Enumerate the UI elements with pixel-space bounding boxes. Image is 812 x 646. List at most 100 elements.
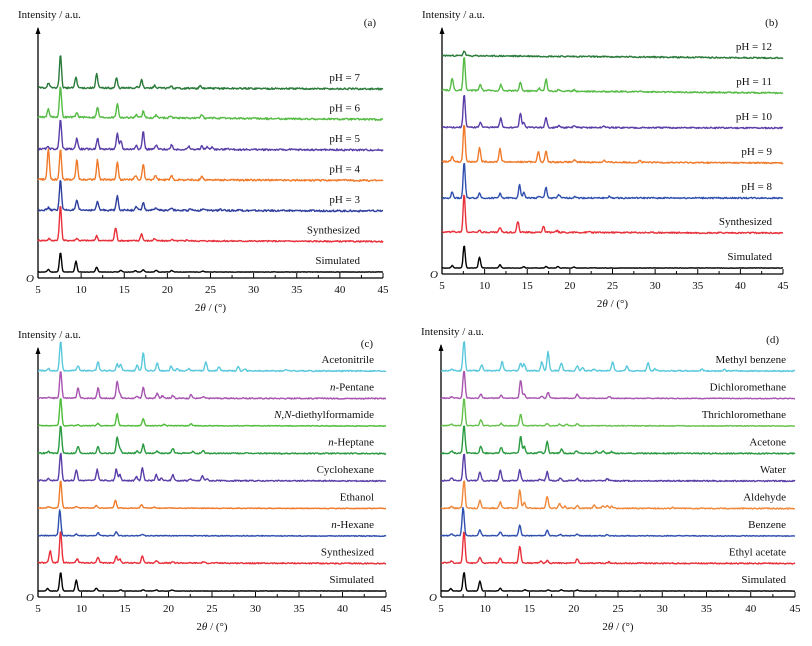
x-tick-label: 40 [735, 280, 747, 292]
y-axis-label: Intensity / a.u. [421, 326, 484, 338]
series-label: pH = 3 [329, 194, 360, 206]
series-label: Ethyl acetate [729, 547, 786, 559]
origin-label: O [430, 269, 438, 281]
series-trace-simulated [441, 245, 784, 269]
series-label: n-Hexane [331, 519, 374, 531]
series-trace-methyl-benzene [441, 341, 796, 373]
y-axis-arrow-icon [35, 347, 41, 354]
series-trace-n-heptane [37, 425, 387, 455]
series-trace-ethanol [37, 480, 387, 510]
series-label: Synthesized [719, 216, 773, 228]
x-tick-label: 10 [479, 280, 491, 292]
origin-label: O [429, 592, 437, 604]
series-trace-simulated [440, 572, 796, 592]
x-tick-label: 40 [745, 603, 757, 615]
x-tick-label: 15 [522, 280, 534, 292]
x-tick-label: 45 [778, 280, 790, 292]
series-label: pH = 11 [736, 76, 772, 88]
series-trace-ph-11 [441, 57, 784, 95]
x-tick-label: 30 [248, 284, 260, 296]
panel-b: Intensity / a.u. (b) O 5 10 15 20 25 30 35 40 45 2θ … [406, 0, 812, 323]
series-trace-ph-4 [37, 148, 384, 182]
x-tick-label: 40 [334, 284, 346, 296]
x-tick-label: 35 [701, 603, 713, 615]
series-trace-benzene [440, 506, 796, 538]
x-tick-label: 25 [613, 603, 625, 615]
x-axis-label: 2θ / (°) [597, 298, 629, 310]
x-tick-label: 10 [480, 603, 492, 615]
x-tick-label: 15 [120, 603, 132, 615]
y-axis-label: Intensity / a.u. [422, 9, 485, 21]
panel-label: (d) [766, 334, 779, 346]
series-label: Thrichloromethane [702, 409, 786, 421]
series-label: Acetonitrile [321, 354, 374, 366]
x-tick-label: 5 [35, 603, 41, 615]
x-axis-label: 2θ / (°) [602, 621, 634, 633]
series-trace-ph-7 [38, 55, 384, 91]
series-label: n-Heptane [328, 437, 374, 449]
panel-label: (b) [765, 17, 778, 29]
series-label: pH = 10 [736, 111, 773, 123]
series-trace-synthesized [441, 194, 783, 235]
x-tick-label: 5 [439, 280, 445, 292]
series-trace-cyclohexane [37, 452, 387, 483]
series-label: Aldehyde [743, 492, 786, 504]
x-tick-label: 5 [35, 284, 41, 296]
x-tick-label: 30 [657, 603, 669, 615]
series-label: Cyclohexane [317, 464, 375, 476]
x-tick-label: 40 [337, 603, 349, 615]
series-trace-ph-10 [441, 94, 784, 130]
panel-label: (a) [364, 17, 377, 29]
series-label: Acetone [749, 437, 786, 449]
series-label: n-Pentane [330, 382, 374, 394]
x-tick-label: 20 [163, 603, 175, 615]
x-axis-label: 2θ / (°) [196, 621, 228, 633]
xrd-chart-c: Intensity / a.u. (c) O5 10 15 20 25 30 35 40 45 2θ … [18, 329, 393, 633]
y-axis-label: Intensity / a.u. [18, 329, 81, 341]
x-tick-label: 35 [692, 280, 704, 292]
y-axis-arrow-icon [438, 344, 444, 351]
series-label: Synthesized [307, 225, 361, 237]
panel-a: Intensity / a.u. (a) O 5 10 15 20 25 30 35 40 45 2θ … [0, 0, 406, 323]
series-trace-acetone [440, 425, 796, 455]
series-label: Simulated [741, 574, 786, 586]
x-tick-label: 10 [76, 603, 88, 615]
series-trace-simulated [37, 572, 386, 592]
x-tick-label: 30 [650, 280, 662, 292]
series-label: N,N-diethylformamide [273, 409, 374, 421]
series-label: Ethanol [340, 492, 374, 504]
series-label: Simulated [329, 574, 374, 586]
x-tick-label: 20 [568, 603, 580, 615]
x-tick-label: 25 [205, 284, 217, 296]
y-axis-label: Intensity / a.u. [18, 9, 81, 21]
x-axis-label: 2θ / (°) [195, 302, 227, 314]
x-tick-label: 45 [381, 603, 393, 615]
x-tick-label: 45 [378, 284, 390, 296]
series-trace-ph-6 [37, 86, 384, 121]
series-trace-ph-12 [442, 50, 784, 60]
x-tick-label: 25 [607, 280, 619, 292]
y-axis-arrow-icon [439, 27, 445, 34]
x-tick-label: 15 [119, 284, 131, 296]
origin-label: O [26, 273, 34, 285]
series-trace-ph-3 [37, 180, 383, 213]
series-trace-thrichloromethane [440, 398, 795, 428]
series-trace-ph-9 [441, 124, 784, 165]
x-tick-label: 45 [790, 603, 802, 615]
origin-label: O [26, 592, 34, 604]
series-label: pH = 8 [741, 181, 772, 193]
series-trace-n-n-diethylformamide [38, 398, 387, 428]
x-tick-label: 30 [250, 603, 262, 615]
series-trace-ph-5 [37, 119, 384, 152]
series-label: Methyl benzene [715, 354, 786, 366]
series-trace-ph-8 [441, 163, 784, 200]
series-trace-water [440, 453, 796, 483]
series-label: Synthesized [321, 547, 375, 559]
series-trace-aldehyde [440, 480, 796, 510]
x-tick-label: 15 [524, 603, 536, 615]
series-label: pH = 9 [741, 146, 772, 158]
series-label: pH = 4 [329, 164, 360, 176]
series-label: Water [760, 464, 786, 476]
series-label: Simulated [727, 251, 772, 263]
series-label: Simulated [315, 255, 360, 267]
